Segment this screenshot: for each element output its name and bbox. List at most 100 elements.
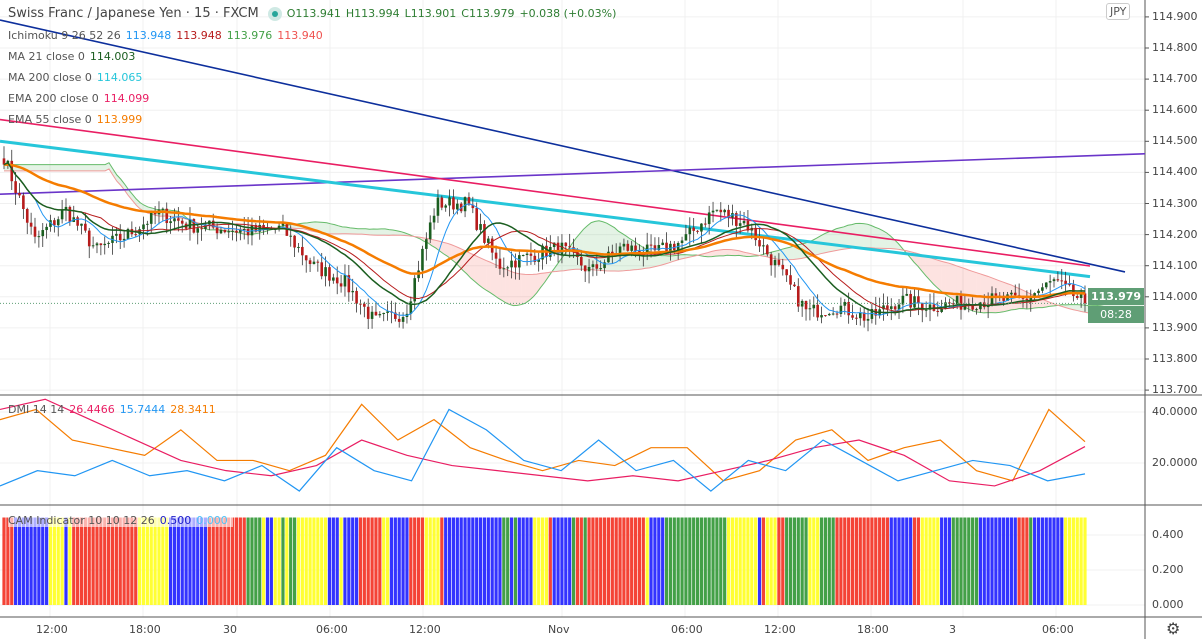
candle-body [796,286,800,307]
cam-bar [203,517,208,605]
cam-bar [459,517,463,605]
cam-bar [455,517,459,605]
indicator-legend[interactable]: MA 21 close 0 114.003 [8,50,140,63]
candle-body [793,284,796,287]
candle-body [820,315,823,318]
cam-bar [521,517,525,605]
candle-body [707,212,711,225]
candle-body [409,301,413,314]
ichimoku-cloud [952,264,957,302]
time-tick-label: 12:00 [764,623,796,636]
ichimoku-cloud [669,255,673,263]
candle-body [622,243,626,247]
bar-countdown: 08:28 [1088,306,1144,323]
indicator-legend[interactable]: EMA 200 close 0 114.099 [8,92,154,105]
cam-bar [599,517,603,605]
cam-bar [920,517,924,605]
candle-body [33,226,37,237]
cam-bar [827,517,831,605]
ichimoku-cloud [501,267,506,303]
cam-bar [1064,517,1068,605]
candle-body [913,296,916,308]
cam-bar [878,517,882,605]
candle-body [1013,292,1017,296]
cam-bar [812,517,816,605]
ichimoku-cloud [346,227,351,234]
ichimoku-cloud [521,274,526,305]
cam-bar [29,517,33,605]
candle-body [386,311,389,313]
cam-bar [374,517,378,605]
candle-body [657,244,661,251]
ichimoku-cloud [976,272,981,313]
ichimoku-cloud [466,251,471,279]
cam-bar [746,517,750,605]
cam-bar [788,517,793,605]
cam-bar [444,517,448,605]
candle-body [909,293,912,308]
currency-badge[interactable]: JPY [1106,3,1131,20]
candle-body [347,275,351,293]
ichimoku-cloud [851,223,856,249]
candle-body [742,221,746,224]
cam-bar [1048,517,1052,605]
cam-bar [498,517,502,605]
candle-body [91,245,95,247]
candle-body [22,195,25,210]
candle-body [18,192,21,196]
candle-body [804,300,808,310]
candle-body [84,223,87,231]
settings-gear-icon[interactable]: ⚙ [1166,619,1181,638]
cam-bar [622,517,626,605]
indicator-legend[interactable]: EMA 55 close 0 113.999 [8,113,147,126]
cam-bar [10,517,14,605]
cam-legend[interactable]: CAM Indicator 10 10 12 26 0.500 0.000 [8,514,233,527]
candle-body [335,277,339,284]
indicator-legend[interactable]: Ichimoku 9 26 52 26 113.948 113.948 113.976… [8,29,328,42]
time-tick-label: 12:00 [36,623,68,636]
candle-body [177,218,180,221]
cam-bar [494,517,498,605]
candle-body [979,302,982,310]
ichimoku-cloud [637,244,642,270]
cam-bar [289,517,293,605]
ichimoku-cloud [497,265,502,301]
cam-bar [645,517,649,605]
candle-body [219,229,223,234]
ma21-line [3,161,1086,314]
candle-body [777,259,781,265]
cam-tick-label: 0.400 [1152,528,1184,541]
indicator-legend[interactable]: MA 200 close 0 114.065 [8,71,147,84]
cam-bar [866,517,870,605]
cam-bar [680,517,684,605]
ichimoku-cloud [58,164,63,171]
cam-bar [614,517,618,605]
cam-bar [1075,517,1079,605]
cam-bar [219,517,223,605]
cam-bar [719,517,723,605]
candle-body [951,303,955,305]
ichimoku-cloud [929,257,934,285]
ichimoku-cloud [968,270,973,311]
ichimoku-cloud [972,271,977,312]
cam-bar [33,517,37,605]
price-tick-label: 114.700 [1152,72,1198,86]
cam-bar [839,517,843,605]
candle-body [552,242,556,248]
ichimoku-cloud [509,270,514,306]
candle-body [858,312,862,319]
ichimoku-cloud [517,273,522,306]
time-tick-label: 3 [949,623,956,636]
ichimoku-cloud [945,262,949,297]
dmi-legend[interactable]: DMI 14 14 26.4466 15.7444 28.3411 [8,403,221,416]
cam-bar [420,517,425,605]
price-tick-label: 114.400 [1152,165,1198,179]
candle-body [448,197,451,206]
cam-bar [998,517,1002,605]
cam-bar [114,517,118,605]
candle-body [498,258,502,269]
cam-bar [48,517,53,605]
cam-bar [761,517,766,605]
cam-bar [261,517,266,605]
